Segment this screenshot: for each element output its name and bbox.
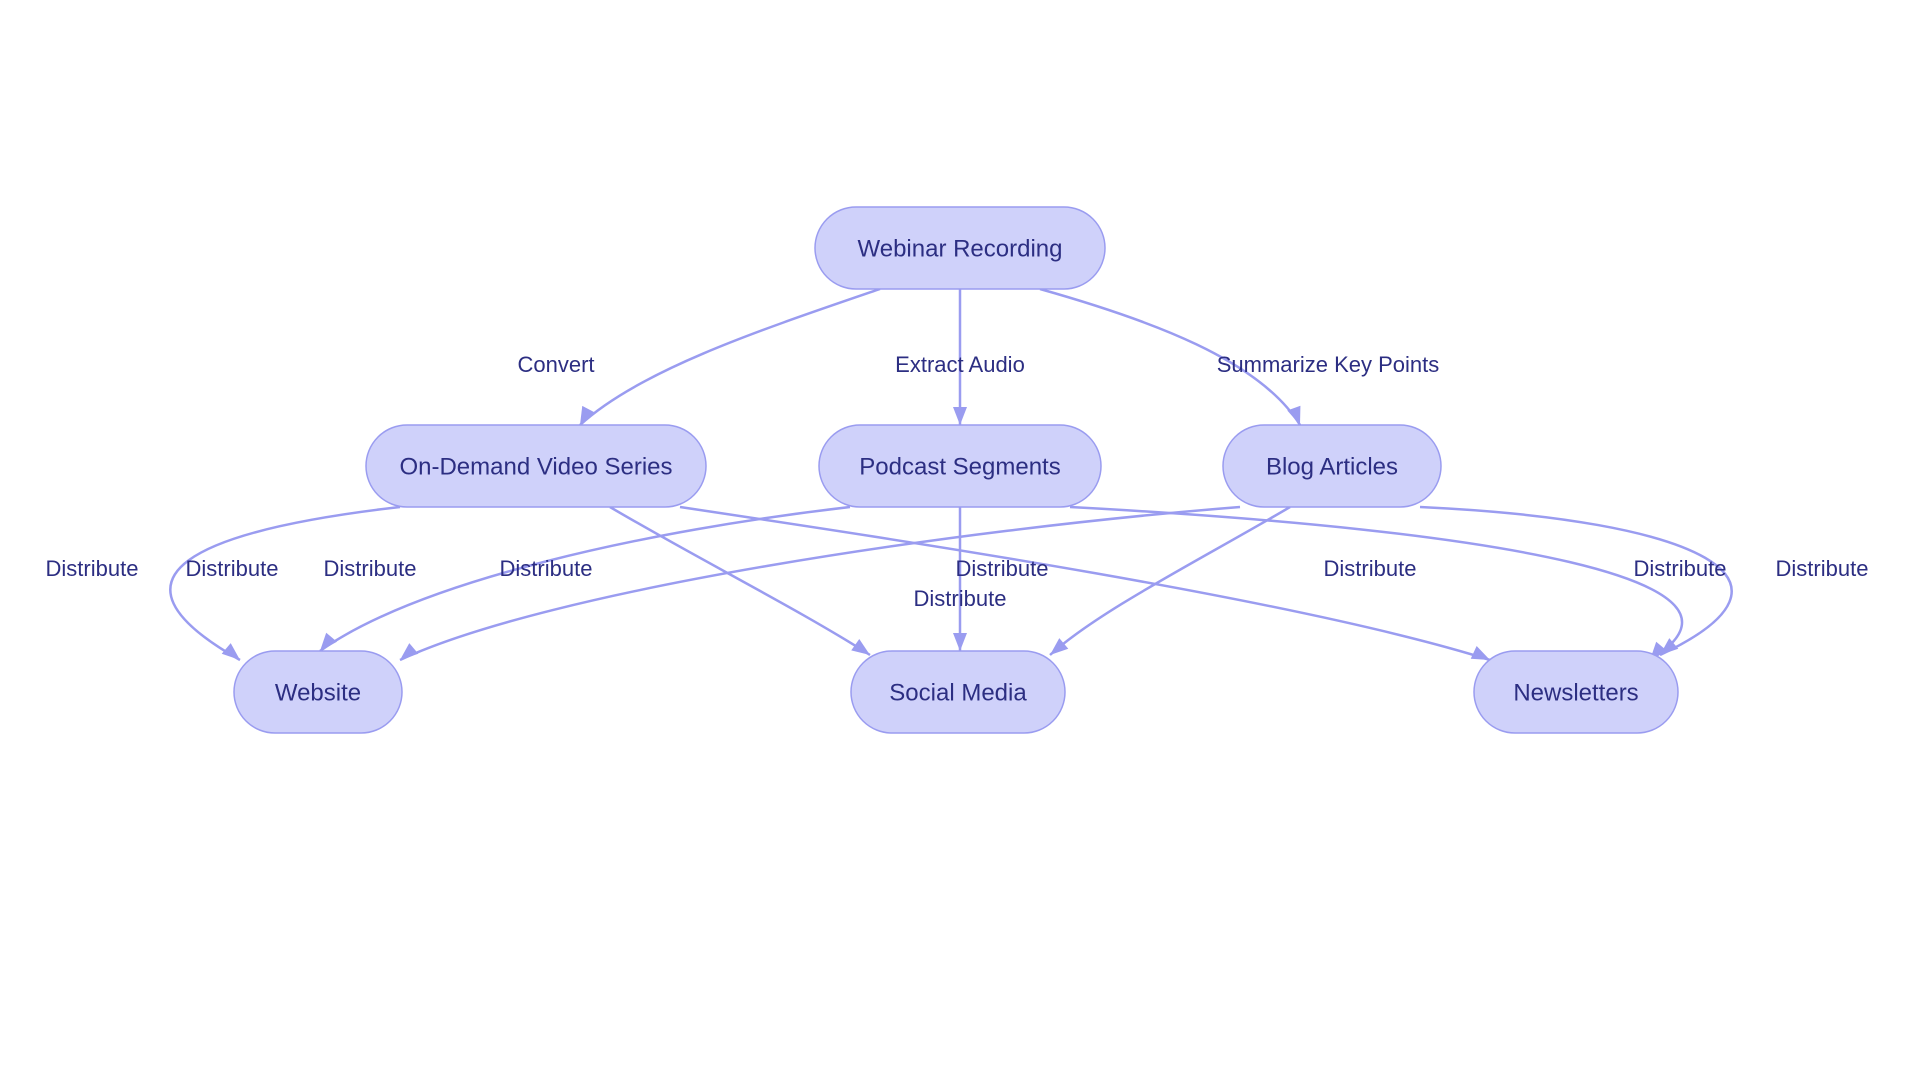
node-website: Website [234,651,402,733]
edge-blog-to-website [396,507,1240,665]
edge-label-webinar-to-video: Convert [517,352,594,377]
edge-blog-to-news [1420,507,1732,660]
edge-label-podcast-to-news: Distribute [1634,556,1727,581]
arrowhead [396,643,419,665]
node-podcast: Podcast Segments [819,425,1101,507]
edge-label-webinar-to-blog: Summarize Key Points [1217,352,1440,377]
node-label-blog: Blog Articles [1266,453,1398,480]
edge-label-podcast-to-website: Distribute [186,556,279,581]
edge-podcast-to-website [315,507,850,655]
arrowhead [1287,406,1306,428]
node-webinar: Webinar Recording [815,207,1105,289]
node-blog: Blog Articles [1223,425,1441,507]
arrowhead [222,643,245,665]
nodes-layer: Webinar Recording On-Demand Video Series P… [234,207,1678,733]
edge-label-blog-to-website: Distribute [324,556,417,581]
edge-label-video-to-social: Distribute [500,556,593,581]
edge-label-podcast-to-social: Distribute [914,586,1007,611]
edge-video-to-website [170,507,400,665]
node-social: Social Media [851,651,1065,733]
node-video: On-Demand Video Series [366,425,706,507]
edge-label-webinar-to-podcast: Extract Audio [895,352,1025,377]
node-label-webinar: Webinar Recording [858,235,1063,262]
edge-label-blog-to-social: Distribute [1324,556,1417,581]
edge-webinar-to-video [574,289,880,428]
flowchart-canvas: Webinar Recording On-Demand Video Series P… [0,0,1920,1080]
node-label-news: Newsletters [1513,679,1638,706]
node-news: Newsletters [1474,651,1678,733]
edge-label-video-to-website: Distribute [46,556,139,581]
node-label-video: On-Demand Video Series [399,453,672,480]
arrowhead [953,407,967,425]
node-label-social: Social Media [889,679,1027,706]
node-label-podcast: Podcast Segments [859,453,1060,480]
edge-label-blog-to-news: Distribute [1776,556,1869,581]
edge-label-video-to-news: Distribute [956,556,1049,581]
node-label-website: Website [275,679,361,706]
edge-blog-to-social [1046,507,1290,660]
arrowhead [953,633,967,651]
